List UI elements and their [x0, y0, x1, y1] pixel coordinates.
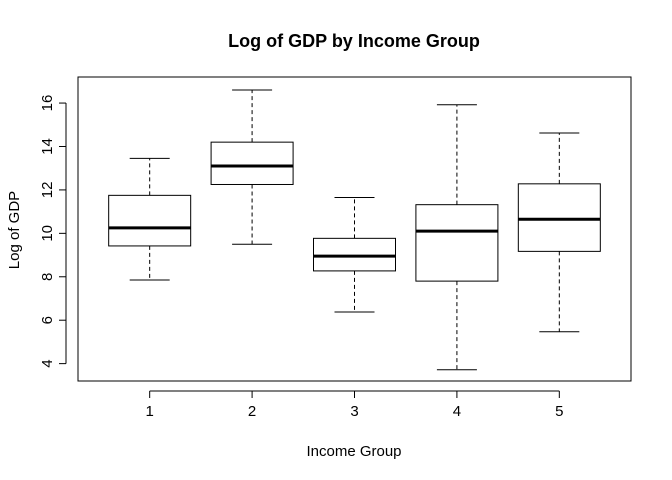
y-tick-label: 4: [39, 359, 56, 367]
iqr-box: [108, 194, 192, 247]
chart-title: Log of GDP by Income Group: [228, 31, 480, 51]
x-tick-label: 4: [453, 403, 461, 420]
box-group: [313, 197, 396, 313]
box-group: [210, 89, 294, 245]
y-tick-label: 14: [39, 138, 56, 155]
iqr-box: [517, 183, 601, 252]
box-series: [108, 89, 601, 371]
y-tick-label: 10: [39, 225, 56, 242]
plot-frame: [77, 76, 632, 382]
y-tick-label: 8: [39, 273, 56, 281]
y-tick-label: 6: [39, 316, 56, 324]
iqr-box: [415, 204, 499, 282]
x-axis: 1 2 3 4 5: [146, 390, 563, 420]
y-axis-label: Log of GDP: [6, 191, 23, 269]
y-tick-label: 16: [39, 95, 56, 112]
iqr-box: [210, 141, 294, 185]
iqr-box: [313, 237, 396, 272]
x-tick-label: 1: [146, 403, 154, 420]
x-tick-label: 5: [555, 403, 563, 420]
x-axis-label: Income Group: [306, 443, 401, 460]
y-axis: 4 6 8 10 12 14 16: [39, 95, 67, 368]
box-group: [108, 157, 192, 281]
box-group: [415, 104, 499, 371]
box-group: [517, 132, 601, 333]
x-tick-label: 2: [248, 403, 256, 420]
y-tick-label: 12: [39, 182, 56, 199]
x-tick-label: 3: [350, 403, 358, 420]
